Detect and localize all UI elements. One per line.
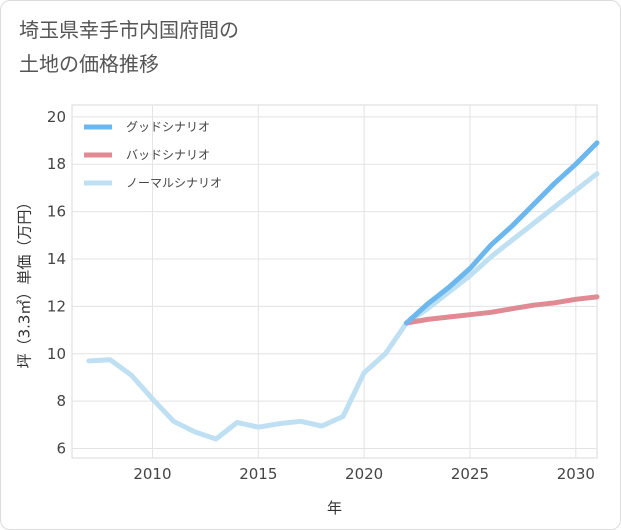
series-line-2 <box>404 294 600 326</box>
y-tick-label: 18 <box>47 155 66 173</box>
y-tick-label: 10 <box>47 345 66 363</box>
chart-title-line2: 土地の価格推移 <box>19 52 159 76</box>
legend-label: バッドシナリオ <box>126 148 210 162</box>
x-tick-label: 2010 <box>133 465 171 483</box>
x-tick-label: 2015 <box>239 465 277 483</box>
chart-title: 埼玉県幸手市内国府間の 土地の価格推移 <box>19 13 439 81</box>
y-tick-label: 14 <box>47 250 66 268</box>
y-tick-label: 20 <box>47 108 66 126</box>
chart-title-line1: 埼玉県幸手市内国府間の <box>19 18 239 42</box>
y-tick-label: 8 <box>56 392 66 410</box>
y-tick-label: 12 <box>47 297 66 315</box>
x-tick-label: 2025 <box>451 465 489 483</box>
series-line-1 <box>404 140 600 326</box>
legend-label: ノーマルシナリオ <box>126 176 222 190</box>
grid <box>71 104 598 459</box>
x-tick-label: 2030 <box>557 465 595 483</box>
legend-label: グッドシナリオ <box>126 120 210 134</box>
x-tick-label: 2020 <box>345 465 383 483</box>
y-tick-label: 6 <box>56 440 66 458</box>
x-axis-ticks: 2010 2015 2020 2025 2030 <box>133 465 595 483</box>
series-line-3 <box>86 171 600 442</box>
plot-area <box>71 104 598 459</box>
y-axis-ticks: 6 8 10 12 14 16 18 20 <box>47 108 66 458</box>
x-axis-label: 年 <box>327 499 342 517</box>
y-tick-label: 16 <box>47 203 66 221</box>
y-axis-label: 坪（3.3㎡）単価（万円） <box>16 195 34 369</box>
series-lines <box>86 140 600 442</box>
